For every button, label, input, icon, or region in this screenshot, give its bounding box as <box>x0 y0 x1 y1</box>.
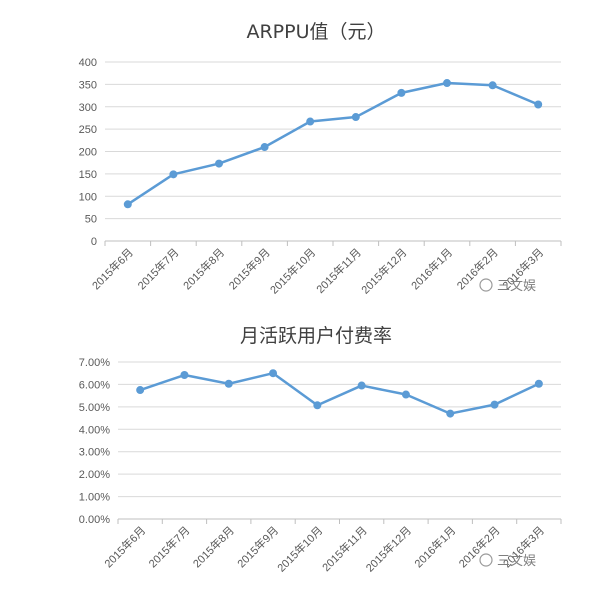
watermark-logo-icon <box>479 553 493 567</box>
data-point <box>169 170 178 179</box>
y-tick-label: 250 <box>79 124 97 136</box>
y-tick-label: 0 <box>91 236 97 248</box>
x-tick-label: 2016年1月 <box>408 245 455 292</box>
y-tick-label: 4.00% <box>79 424 110 436</box>
data-point <box>397 88 406 97</box>
y-tick-label: 1.00% <box>79 492 110 504</box>
data-point <box>357 381 366 390</box>
x-tick-label: 2015年12月 <box>363 523 414 574</box>
watermark-logo-icon <box>479 278 493 292</box>
data-point <box>224 379 233 388</box>
data-point <box>313 401 322 410</box>
series-line <box>139 371 540 415</box>
y-tick-label: 5.00% <box>79 402 110 414</box>
x-tick-label: 2015年7月 <box>134 245 181 292</box>
y-tick-label: 7.00% <box>79 357 110 369</box>
x-tick-label: 2015年7月 <box>145 523 192 570</box>
y-tick-label: 300 <box>79 102 97 114</box>
chart-1-title: ARPPU值（元） <box>246 21 385 43</box>
x-tick-label: 2015年12月 <box>358 245 409 296</box>
x-tick-label: 2015年11月 <box>313 245 364 296</box>
chart-2-paying-rate: 0.00% 1.00% 2.00% 3.00% 4.00% 5.00% 6.00% 7.00%… <box>79 357 562 575</box>
data-point <box>401 390 410 399</box>
x-tick-label: 2016年2月 <box>456 523 503 570</box>
x-tick-label: 2015年9月 <box>234 523 281 570</box>
x-tick-label: 2015年11月 <box>319 523 370 574</box>
x-tick-label: 2016年2月 <box>454 245 501 292</box>
y-tick-label: 150 <box>79 169 97 181</box>
data-point <box>534 100 543 109</box>
data-point <box>443 79 451 88</box>
x-tick-label: 2015年6月 <box>101 523 148 570</box>
x-tick-label: 2015年10月 <box>267 245 318 296</box>
y-tick-label: 2.00% <box>79 469 110 481</box>
y-tick-label: 3.00% <box>79 447 110 459</box>
watermark-1-text: 三文娱 <box>497 279 536 294</box>
watermark-1: 三文娱 <box>479 278 536 294</box>
data-point <box>306 117 315 126</box>
x-tick-label: 2015年8月 <box>190 523 237 570</box>
x-tick-label: 2015年10月 <box>274 523 325 574</box>
data-point <box>260 143 269 152</box>
y-tick-label: 100 <box>79 191 97 203</box>
data-point <box>215 159 223 168</box>
y-tick-label: 400 <box>79 57 97 69</box>
x-tick-label: 2015年9月 <box>226 245 273 292</box>
data-point <box>446 409 455 418</box>
y-tick-label: 50 <box>85 214 97 226</box>
data-point <box>123 200 132 209</box>
y-tick-label: 0.00% <box>79 514 110 526</box>
data-point <box>269 369 278 378</box>
series-line <box>127 81 539 206</box>
y-tick-label: 200 <box>79 147 97 159</box>
x-tick-label: 2015年6月 <box>89 245 136 292</box>
data-point <box>136 386 145 395</box>
data-point <box>534 379 543 388</box>
x-tick-label: 2015年8月 <box>180 245 227 292</box>
chart-2-title: 月活跃用户付费率 <box>240 325 392 347</box>
x-tick-label: 2016年1月 <box>411 523 458 570</box>
watermark-2-text: 三文娱 <box>497 554 536 569</box>
y-tick-label: 350 <box>79 79 97 91</box>
data-point <box>351 113 360 122</box>
data-point <box>180 371 189 380</box>
data-point <box>488 81 497 90</box>
data-point <box>490 400 499 409</box>
watermark-2: 三文娱 <box>479 553 536 569</box>
y-tick-label: 6.00% <box>79 379 110 391</box>
